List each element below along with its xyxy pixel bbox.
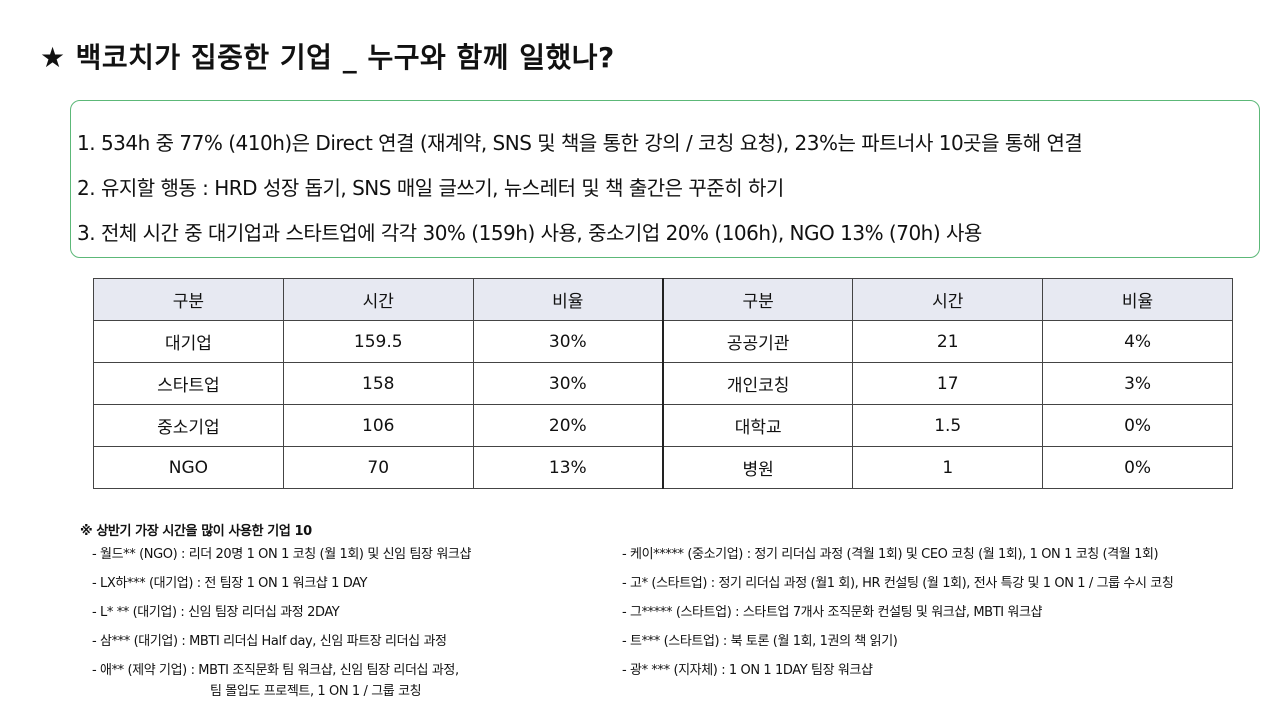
list-item: - 고* (스타트업) : 정기 리더십 과정 (월1 회), HR 컨설팅 (…: [622, 576, 1174, 591]
table-cell: 158: [282, 362, 474, 405]
table-cell: 대학교: [661, 404, 854, 447]
table-cell: 병원: [661, 446, 854, 489]
table-cell: 스타트업: [93, 362, 284, 405]
table-row: NGO 70 13% 병원 1 0%: [93, 446, 1233, 489]
summary-line-3: 3. 전체 시간 중 대기업과 스타트업에 각각 30% (159h) 사용, …: [77, 221, 982, 245]
table-row: 대기업 159.5 30% 공공기관 21 4%: [93, 320, 1233, 363]
top10-heading: ※ 상반기 가장 시간을 많이 사용한 기업 10: [80, 524, 312, 539]
top10-right-list: - 케이***** (중소기업) : 정기 리더십 과정 (격월 1회) 및 C…: [622, 545, 1270, 711]
table-cell: 106: [282, 404, 474, 447]
table-row: 중소기업 106 20% 대학교 1.5 0%: [93, 404, 1233, 447]
table-cell: 159.5: [282, 320, 474, 363]
table-cell: 3%: [1042, 362, 1233, 405]
table-cell: 공공기관: [661, 320, 854, 363]
table-cell: 70: [282, 446, 474, 489]
header-time: 시간: [852, 278, 1044, 321]
star-icon: ★: [40, 41, 66, 74]
top10-left-list: - 월드** (NGO) : 리더 20명 1 ON 1 코칭 (월 1회) 및…: [80, 545, 622, 711]
table-cell: 4%: [1042, 320, 1233, 363]
table-cell: 0%: [1042, 404, 1233, 447]
table-cell: NGO: [93, 446, 284, 489]
top10-section: ※ 상반기 가장 시간을 많이 사용한 기업 10 - 월드** (NGO) :…: [80, 520, 1270, 711]
table-cell: 20%: [472, 404, 664, 447]
list-item: - 광* *** (지자체) : 1 ON 1 1DAY 팀장 워크샵: [622, 663, 873, 678]
header-ratio: 비율: [1042, 278, 1233, 321]
table-row: 스타트업 158 30% 개인코칭 17 3%: [93, 362, 1233, 405]
list-item-continuation: 팀 몰입도 프로젝트, 1 ON 1 / 그룹 코칭: [210, 684, 422, 699]
summary-line-2: 2. 유지할 행동 : HRD 성장 돕기, SNS 매일 글쓰기, 뉴스레터 …: [77, 176, 784, 200]
table-cell: 0%: [1042, 446, 1233, 489]
header-category: 구분: [661, 278, 854, 321]
list-item: - LX하*** (대기업) : 전 팀장 1 ON 1 워크샵 1 DAY: [92, 576, 368, 591]
table-cell: 1: [852, 446, 1044, 489]
table-cell: 21: [852, 320, 1044, 363]
summary-line-1: 1. 534h 중 77% (410h)은 Direct 연결 (재계약, SN…: [77, 131, 1083, 155]
list-item: - 삼*** (대기업) : MBTI 리더십 Half day, 신임 파트장…: [92, 634, 447, 649]
header-category: 구분: [93, 278, 284, 321]
list-item: - 월드** (NGO) : 리더 20명 1 ON 1 코칭 (월 1회) 및…: [92, 547, 472, 562]
table-header-row: 구분 시간 비율 구분 시간 비율: [93, 278, 1233, 321]
table-cell: 1.5: [852, 404, 1044, 447]
table-cell: 개인코칭: [661, 362, 854, 405]
table-cell: 중소기업: [93, 404, 284, 447]
page-title-text: 백코치가 집중한 기업 _ 누구와 함께 일했나?: [75, 41, 615, 74]
page-title: ★ 백코치가 집중한 기업 _ 누구와 함께 일했나?: [40, 36, 615, 76]
summary-box: 1. 534h 중 77% (410h)은 Direct 연결 (재계약, SN…: [70, 100, 1260, 258]
list-item: - L* ** (대기업) : 신임 팀장 리더십 과정 2DAY: [92, 605, 340, 620]
header-time: 시간: [282, 278, 474, 321]
table-cell: 30%: [472, 320, 664, 363]
list-item: - 트*** (스타트업) : 북 토론 (월 1회, 1권의 책 읽기): [622, 634, 898, 649]
table-cell: 13%: [472, 446, 664, 489]
table-cell: 30%: [472, 362, 664, 405]
list-item: - 케이***** (중소기업) : 정기 리더십 과정 (격월 1회) 및 C…: [622, 547, 1159, 562]
list-item: - 애** (제약 기업) : MBTI 조직문화 팀 워크샵, 신임 팀장 리…: [92, 663, 459, 678]
table-cell: 17: [852, 362, 1044, 405]
header-ratio: 비율: [472, 278, 664, 321]
list-item: - 그***** (스타트업) : 스타트업 7개사 조직문화 컨설팅 및 워크…: [622, 605, 1043, 620]
table-cell: 대기업: [93, 320, 284, 363]
time-ratio-table: 구분 시간 비율 구분 시간 비율 대기업 159.5 30% 공공기관 21 …: [93, 278, 1233, 489]
